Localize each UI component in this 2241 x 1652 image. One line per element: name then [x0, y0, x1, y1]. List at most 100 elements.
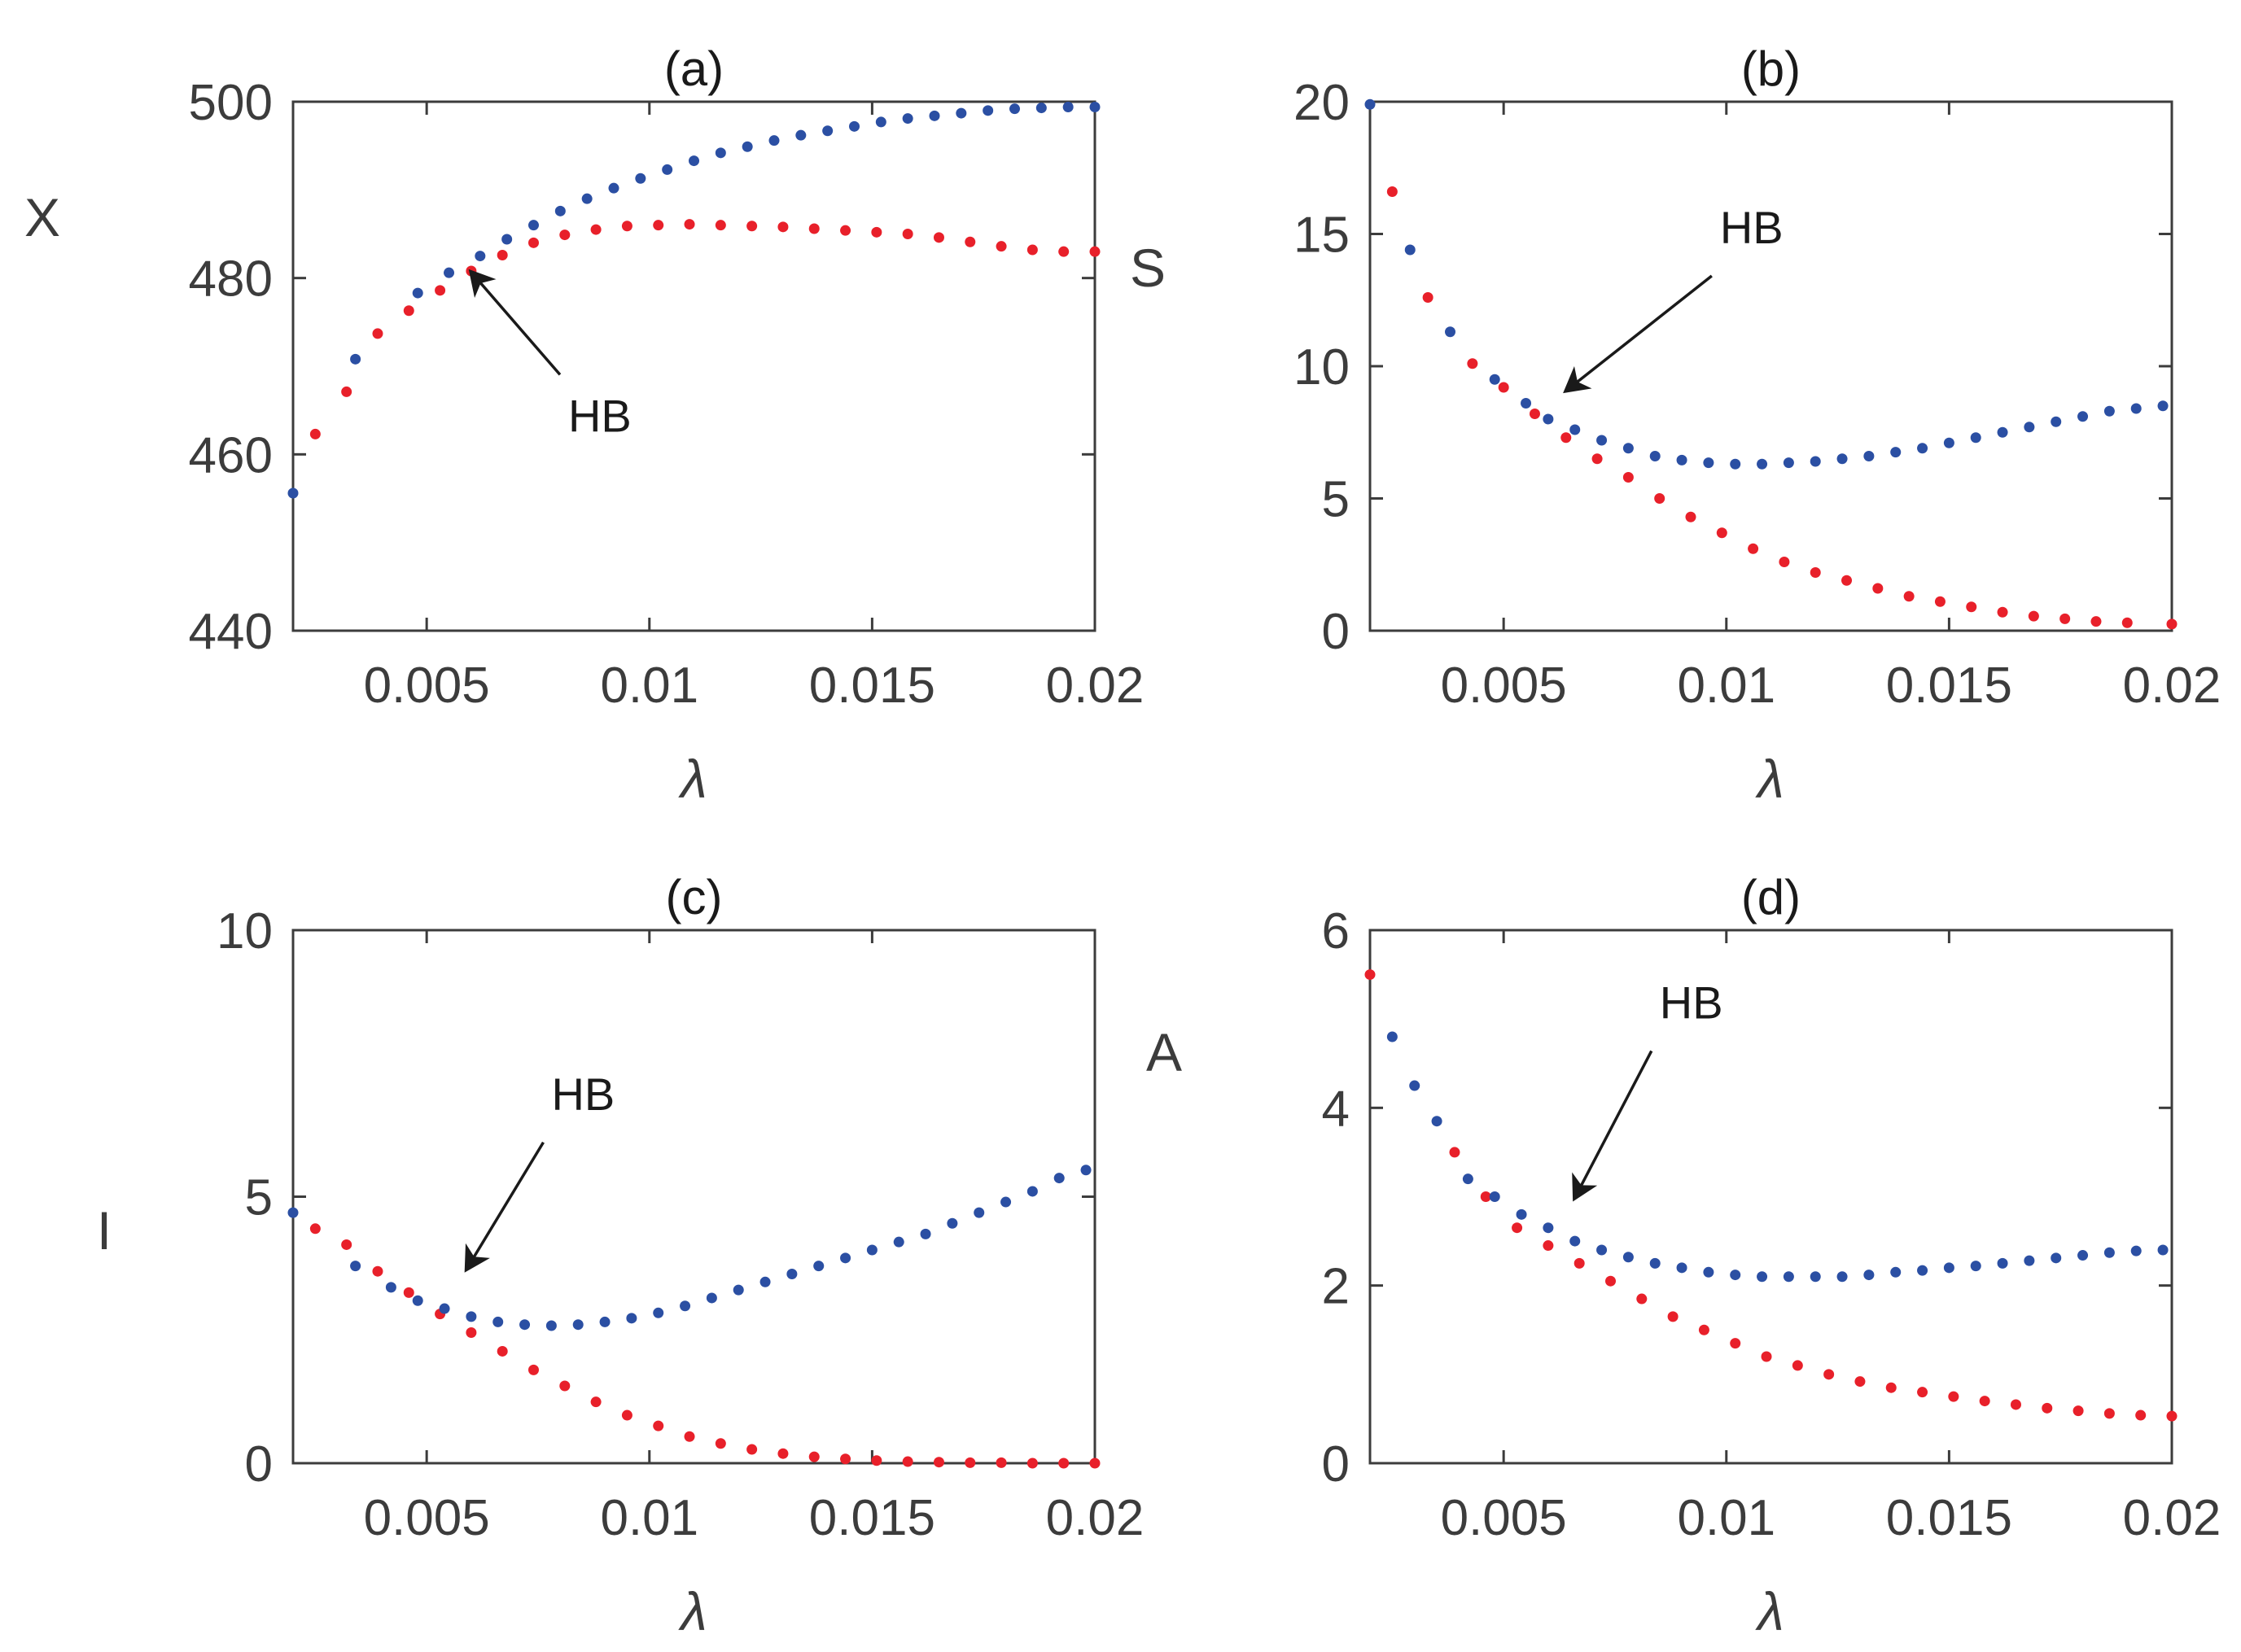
data-point-stable [2028, 610, 2039, 622]
chart-title: (a) [664, 42, 724, 96]
data-point-stable [1574, 1257, 1585, 1269]
plot-frame [291, 100, 1096, 632]
data-point-unstable [412, 287, 423, 299]
x-tick-label: 0.01 [600, 1490, 698, 1546]
y-axis-label: X [24, 187, 60, 247]
chart-title: (b) [1741, 42, 1801, 96]
data-point-stable [1841, 575, 1853, 586]
data-point-unstable [929, 110, 940, 121]
x-tick-label: 0.01 [1677, 1490, 1775, 1546]
y-tick-label: 10 [1293, 339, 1350, 396]
data-point-stable [1591, 453, 1603, 465]
hb-arrow [468, 269, 562, 376]
data-point-unstable [2024, 1255, 2035, 1266]
data-point-unstable [1703, 1266, 1714, 1278]
data-point-unstable [1035, 103, 1047, 114]
data-point-unstable [466, 1311, 477, 1322]
data-point-unstable [1757, 458, 1768, 470]
data-point-stable [1761, 1351, 1772, 1362]
data-point-unstable [733, 1284, 744, 1296]
data-point-stable [1622, 472, 1634, 483]
x-tick-label: 0.015 [1886, 658, 2012, 714]
x-axis-label: λ [678, 1581, 707, 1641]
data-point-stable [341, 386, 352, 397]
data-point-stable [1089, 246, 1101, 257]
data-point-unstable [545, 1320, 557, 1331]
y-tick-label: 0 [1322, 604, 1350, 660]
data-point-stable [1467, 358, 1478, 369]
data-point-stable [1685, 511, 1696, 522]
y-tick-label: 5 [245, 1170, 273, 1226]
panel-1: (b) 0.005 0.01 0.015 0.02 0 5 10 15 20 λ S HB [1130, 42, 2221, 809]
x-tick-label: 0.005 [1441, 658, 1567, 714]
data-point-stable [2059, 613, 2071, 624]
data-point-unstable [1062, 102, 1074, 112]
data-point-unstable [1836, 453, 1848, 465]
y-tick-label: 6 [1322, 903, 1350, 959]
data-point-unstable [1836, 1271, 1848, 1283]
data-point-unstable [385, 1282, 396, 1293]
data-point-unstable [1543, 1222, 1554, 1234]
data-point-unstable [689, 155, 699, 167]
data-point-unstable [350, 1261, 361, 1272]
data-point-stable [871, 226, 882, 238]
hb-annotation-label: HB [1720, 202, 1784, 253]
data-point-stable [1667, 1311, 1679, 1322]
data-point-stable [1512, 1222, 1523, 1234]
y-tick-label: 480 [189, 251, 273, 308]
x-axis-label: λ [1755, 749, 1784, 809]
data-point-unstable [680, 1300, 691, 1312]
data-point-unstable [2077, 411, 2089, 422]
data-point-stable [497, 250, 508, 260]
data-point-stable [653, 220, 664, 231]
y-tick-label: 20 [1293, 75, 1350, 131]
data-point-stable [466, 1327, 477, 1339]
data-point-unstable [287, 1207, 299, 1218]
data-point-unstable [1596, 435, 1608, 446]
panel-3: (d) 0.005 0.01 0.015 0.02 0 2 4 6 λ A HB [1146, 870, 2221, 1641]
data-point-stable [1605, 1275, 1616, 1287]
y-tick-label: 4 [1322, 1081, 1350, 1137]
data-point-unstable [875, 116, 886, 128]
data-point-unstable [444, 267, 455, 278]
data-point-stable [871, 1455, 882, 1466]
data-point-unstable [1890, 447, 1902, 458]
data-point-stable [1854, 1376, 1866, 1388]
data-point-stable [996, 1457, 1007, 1468]
x-axis-label: λ [678, 749, 707, 809]
data-point-unstable [706, 1292, 717, 1304]
y-tick-label: 5 [1322, 472, 1350, 528]
data-point-unstable [742, 141, 753, 152]
data-point-stable [2090, 616, 2102, 627]
data-point-stable [933, 232, 944, 243]
data-point-unstable [2130, 1245, 2142, 1256]
data-point-unstable [1649, 1257, 1661, 1269]
data-point-unstable [2130, 403, 2142, 414]
data-point-stable [559, 1380, 571, 1392]
data-point-stable [1026, 1458, 1038, 1469]
data-point-unstable [2051, 1252, 2062, 1264]
data-point-unstable [786, 1268, 798, 1279]
data-point-unstable [1009, 103, 1020, 115]
data-point-unstable [983, 105, 994, 116]
data-point-stable [435, 285, 446, 296]
data-point-stable [1058, 1458, 1070, 1469]
y-tick-label: 0 [245, 1436, 273, 1492]
data-point-unstable [1863, 451, 1875, 461]
data-point-stable [1422, 292, 1433, 303]
data-point-stable [528, 1364, 539, 1375]
x-tick-label: 0.015 [809, 1490, 935, 1546]
hb-arrow [1572, 1050, 1653, 1202]
y-axis-label: A [1146, 1022, 1182, 1082]
data-point-unstable [1445, 326, 1455, 338]
data-point-stable [1364, 969, 1376, 981]
plot-frame [1368, 100, 2173, 632]
data-point-unstable [1863, 1270, 1875, 1281]
data-point-unstable [1516, 1208, 1527, 1220]
data-point-unstable [519, 1319, 531, 1331]
data-point-unstable [849, 120, 860, 132]
data-point-stable [2010, 1399, 2021, 1410]
data-point-stable [808, 1451, 820, 1462]
data-point-unstable [572, 1319, 584, 1331]
